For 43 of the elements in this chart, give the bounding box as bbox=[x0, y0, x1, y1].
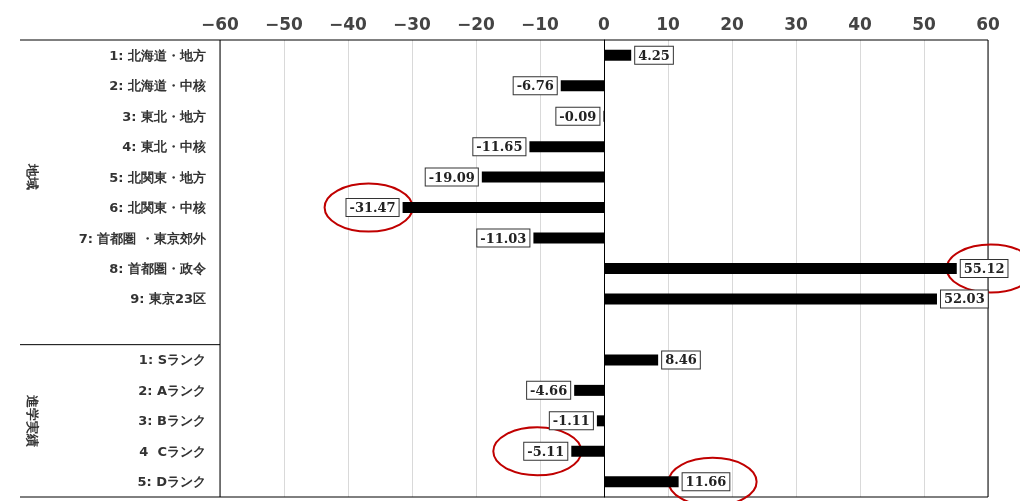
y-tick-label: 6: 北関東・中核 bbox=[109, 200, 206, 216]
y-tick-label: 9: 東京23区 bbox=[130, 291, 206, 307]
data-label: -11.65 bbox=[476, 139, 523, 155]
x-tick-label: 30 bbox=[784, 13, 808, 34]
data-label: 11.66 bbox=[685, 474, 727, 490]
data-label: -11.03 bbox=[480, 230, 527, 246]
x-tick-label: 40 bbox=[848, 13, 872, 34]
x-tick-label: 60 bbox=[976, 13, 1000, 34]
x-tick-label: −40 bbox=[329, 13, 368, 34]
x-tick-label: 50 bbox=[912, 13, 936, 34]
y-tick-label: 7: 首都圏 ・東京郊外 bbox=[78, 230, 207, 246]
x-tick-label: 20 bbox=[720, 13, 744, 34]
y-tick-label: 2: 北海道・中核 bbox=[109, 78, 206, 94]
y-tick-label: 4 Cランク bbox=[139, 443, 206, 459]
data-label: -31.47 bbox=[349, 200, 396, 216]
data-label: -1.11 bbox=[552, 413, 590, 429]
data-label: -19.09 bbox=[428, 169, 475, 185]
y-tick-label: 1: Sランク bbox=[138, 352, 206, 368]
data-label: -6.76 bbox=[516, 78, 554, 94]
data-label: -4.66 bbox=[530, 382, 568, 398]
data-label: -0.09 bbox=[559, 108, 597, 124]
y-tick-label: 5: Dランク bbox=[137, 474, 206, 490]
x-tick-label: 0 bbox=[598, 13, 611, 34]
y-tick-label: 3: 東北・地方 bbox=[122, 108, 206, 124]
x-tick-label: −50 bbox=[265, 13, 304, 34]
y-tick-label: 5: 北関東・地方 bbox=[109, 169, 206, 185]
y-tick-label: 2: Aランク bbox=[138, 382, 206, 398]
x-tick-label: −30 bbox=[393, 13, 432, 34]
data-label: 4.25 bbox=[638, 47, 670, 63]
x-tick-label: −60 bbox=[201, 13, 240, 34]
data-label: 55.12 bbox=[963, 261, 1005, 276]
x-tick-label: −20 bbox=[457, 13, 496, 34]
y-tick-label: 1: 北海道・地方 bbox=[109, 47, 206, 63]
y-tick-label: 3: Bランク bbox=[138, 413, 206, 429]
y-tick-label: 4: 東北・中核 bbox=[122, 139, 206, 155]
data-label: 52.03 bbox=[943, 291, 985, 307]
text: 地域 bbox=[24, 163, 40, 191]
x-tick-label: −10 bbox=[521, 13, 560, 34]
x-tick-label: 10 bbox=[656, 13, 680, 34]
y-tick-label: 8: 首都圏・政令 bbox=[109, 261, 207, 276]
text: 進学実績 bbox=[24, 393, 40, 447]
data-label: 8.46 bbox=[665, 352, 697, 368]
data-label: -5.11 bbox=[527, 443, 565, 459]
